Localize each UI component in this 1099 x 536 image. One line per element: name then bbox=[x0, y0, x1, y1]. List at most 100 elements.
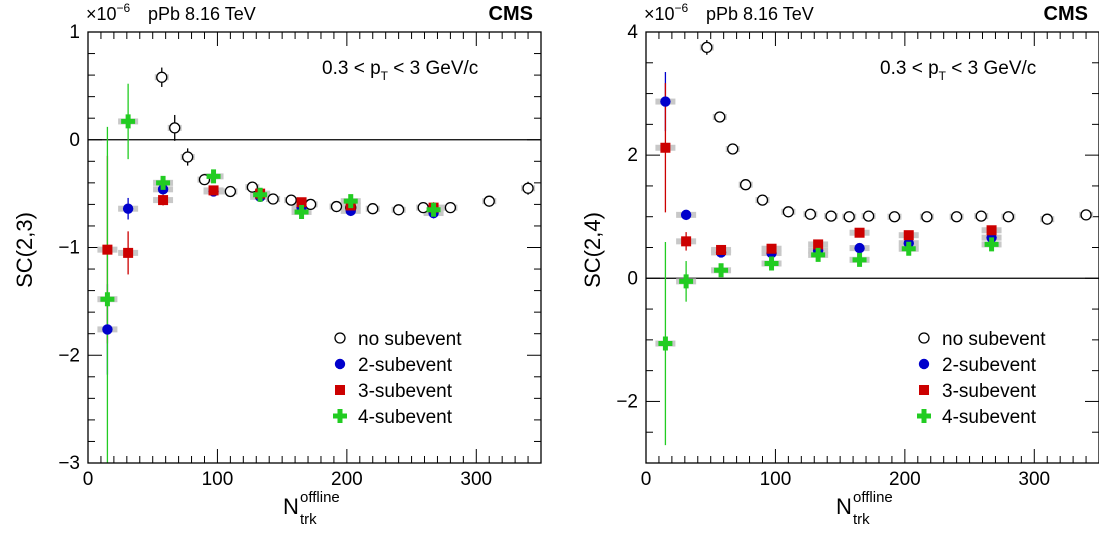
data-point bbox=[714, 111, 726, 123]
legend-marker bbox=[335, 385, 345, 395]
data-point bbox=[852, 252, 867, 267]
y-tick-label: −3 bbox=[58, 453, 80, 474]
x-tick-label: 200 bbox=[331, 469, 363, 490]
data-point bbox=[1080, 209, 1092, 221]
data-point bbox=[1002, 211, 1015, 223]
data-point bbox=[660, 142, 671, 153]
data-point bbox=[426, 202, 441, 217]
data-point bbox=[804, 208, 817, 220]
data-layer bbox=[655, 40, 1094, 446]
data-point bbox=[122, 203, 134, 214]
data-point bbox=[854, 242, 865, 254]
data-point bbox=[701, 41, 713, 54]
data-point bbox=[158, 195, 169, 206]
data-point bbox=[102, 244, 113, 255]
exponent-label-left: ×10−6 bbox=[86, 1, 131, 24]
data-point bbox=[182, 151, 194, 163]
data-point bbox=[811, 247, 826, 262]
data-point bbox=[253, 187, 268, 202]
data-point bbox=[296, 197, 307, 208]
plot-area-1: 0 100 200 300 −2 0 2 4 no subevent 2-subevent 3-su… bbox=[616, 22, 1099, 490]
x-axis-label-left: N bbox=[283, 494, 299, 519]
system-label-right: pPb 8.16 TeV bbox=[706, 4, 814, 24]
exponent-power-right: −6 bbox=[675, 1, 689, 15]
data-point bbox=[304, 198, 317, 211]
data-point bbox=[483, 195, 495, 207]
legend-label: 4-subevent bbox=[942, 407, 1037, 428]
data-point bbox=[330, 200, 343, 213]
legend-marker bbox=[919, 385, 929, 395]
legend-label: 4-subevent bbox=[358, 407, 453, 428]
plot-frame bbox=[645, 31, 1099, 464]
data-point bbox=[522, 182, 534, 194]
y-tick-label: −2 bbox=[58, 345, 80, 366]
data-point bbox=[903, 230, 914, 241]
x-tick-label: 300 bbox=[1018, 469, 1050, 490]
x-tick-label: 100 bbox=[202, 469, 234, 490]
panel-left: ×10−6 pPb 8.16 TeV CMS 0.3 < pT < 3 GeV/… bbox=[12, 1, 533, 528]
data-point bbox=[224, 185, 237, 198]
data-point bbox=[984, 237, 999, 252]
legend-label: no subevent bbox=[358, 329, 462, 350]
x-axis-sub-right: trk bbox=[853, 511, 870, 528]
exponent-power-left: −6 bbox=[117, 1, 131, 15]
legend-label: 3-subevent bbox=[358, 381, 453, 402]
panel-right: ×10−6 pPb 8.16 TeV CMS 0.3 < pT < 3 GeV/… bbox=[580, 1, 1088, 528]
legend-label: 2-subevent bbox=[942, 355, 1037, 376]
exponent-label-right: ×10−6 bbox=[644, 1, 689, 24]
data-point bbox=[782, 206, 795, 218]
data-point bbox=[843, 211, 855, 223]
cut-label-left: 0.3 < pT < 3 GeV/c bbox=[322, 58, 478, 83]
data-point bbox=[156, 175, 171, 190]
data-point bbox=[714, 263, 729, 278]
data-point bbox=[681, 236, 692, 247]
data-layer bbox=[97, 67, 536, 463]
y-axis-label-left: SC(2,3) bbox=[12, 212, 37, 288]
y-tick-label: 2 bbox=[627, 145, 638, 166]
data-point bbox=[285, 194, 297, 206]
x-axis-sub-left: trk bbox=[300, 511, 317, 528]
data-point bbox=[950, 211, 963, 223]
data-point bbox=[888, 211, 901, 223]
y-tick-label: 0 bbox=[627, 268, 638, 289]
x-axis-label-right: N bbox=[836, 494, 852, 519]
plot-frame bbox=[87, 31, 542, 464]
data-point bbox=[766, 243, 777, 254]
legend-label: 2-subevent bbox=[358, 355, 453, 376]
y-tick-label: −2 bbox=[616, 391, 638, 412]
data-point bbox=[208, 185, 219, 196]
cut-label-right: 0.3 < pT < 3 GeV/c bbox=[880, 58, 1036, 83]
data-point bbox=[121, 114, 136, 129]
legend-marker bbox=[918, 332, 930, 344]
data-point bbox=[246, 181, 259, 193]
legend-label: no subevent bbox=[942, 329, 1046, 350]
data-point bbox=[986, 225, 997, 236]
y-axis-label-right: SC(2,4) bbox=[580, 212, 605, 288]
data-point bbox=[444, 201, 457, 214]
experiment-label-left: CMS bbox=[489, 3, 533, 25]
plot-area-0: 0 100 200 300 −3 −2 −1 0 1 no subevent 2-subevent 3… bbox=[58, 22, 542, 490]
x-axis-sup-right: offline bbox=[853, 489, 893, 506]
data-point bbox=[825, 210, 837, 222]
data-point bbox=[367, 203, 379, 215]
system-label-left: pPb 8.16 TeV bbox=[148, 4, 256, 24]
legend-marker bbox=[918, 358, 930, 370]
data-point bbox=[727, 143, 739, 155]
data-point bbox=[764, 256, 779, 271]
data-point bbox=[343, 194, 358, 209]
legend-marker bbox=[917, 409, 931, 423]
data-point bbox=[921, 211, 933, 223]
data-point bbox=[901, 241, 916, 256]
data-point bbox=[862, 210, 875, 222]
x-tick-label: 0 bbox=[83, 469, 94, 490]
data-point bbox=[294, 204, 309, 219]
legend-marker bbox=[333, 409, 347, 423]
x-tick-label: 100 bbox=[760, 469, 792, 490]
legend-marker bbox=[334, 332, 346, 344]
data-point bbox=[716, 244, 727, 255]
legend-marker bbox=[334, 358, 346, 370]
data-point bbox=[679, 274, 694, 289]
y-tick-label: 0 bbox=[69, 130, 80, 151]
x-tick-label: 0 bbox=[641, 469, 652, 490]
x-tick-label: 300 bbox=[460, 469, 492, 490]
